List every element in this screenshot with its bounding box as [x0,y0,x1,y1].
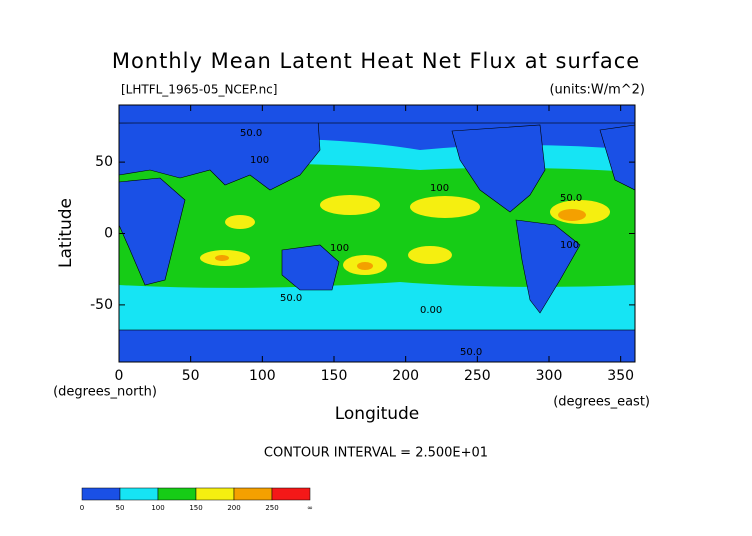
land [119,105,635,362]
x-unit: (degrees_east) [553,395,650,410]
colorbar-label: 100 [151,504,164,512]
x-tick-label: 50 [182,368,200,384]
colorbar-label: ∞ [307,504,313,512]
contour-label: 50.0 [460,347,482,358]
x-tick-label: 100 [249,368,276,384]
colorbar-swatch [233,487,273,501]
colorbar-label: 50 [116,504,125,512]
y-tick-label: -50 [90,297,113,313]
contour-label: 50.0 [240,128,262,139]
colorbar-label: 150 [189,504,202,512]
colorbar-swatch [119,487,159,501]
colorbar-label: 200 [227,504,240,512]
contour-label: 100 [430,183,449,194]
units: (units:W/m^2) [549,83,645,98]
contour-note: CONTOUR INTERVAL = 2.500E+01 [264,446,488,461]
map-field: 50.0 100 100 50.0 100 100 50.0 0.00 50.0 [119,105,635,362]
colorbar-swatch [81,487,121,501]
colorbar-label: 250 [265,504,278,512]
y-unit: (degrees_north) [53,385,157,400]
contour-label: 50.0 [280,293,302,304]
x-tick-label: 250 [464,368,491,384]
contour-label: 100 [250,155,269,166]
contour-label: 100 [560,240,579,251]
contour-label: 100 [330,243,349,254]
x-tick-label: 0 [115,368,124,384]
field-peaks [215,209,586,270]
subtitle: [LHTFL_1965-05_NCEP.nc] [121,83,277,97]
contour-label: 50.0 [560,193,582,204]
colorbar-swatch [157,487,197,501]
y-tick-label: 0 [104,226,113,242]
chart-title: Monthly Mean Latent Heat Net Flux at sur… [112,49,640,73]
contour-label: 0.00 [420,305,442,316]
colorbar-swatch [271,487,311,501]
colorbar-label: 0 [80,504,84,512]
x-axis-label: Longitude [335,404,420,424]
x-tick-label: 350 [607,368,634,384]
y-tick-label: 50 [95,154,113,170]
y-axis-label: Latitude [56,198,76,268]
x-tick-label: 150 [321,368,348,384]
x-tick-label: 200 [392,368,419,384]
x-tick-label: 300 [536,368,563,384]
colorbar-swatch [195,487,235,501]
